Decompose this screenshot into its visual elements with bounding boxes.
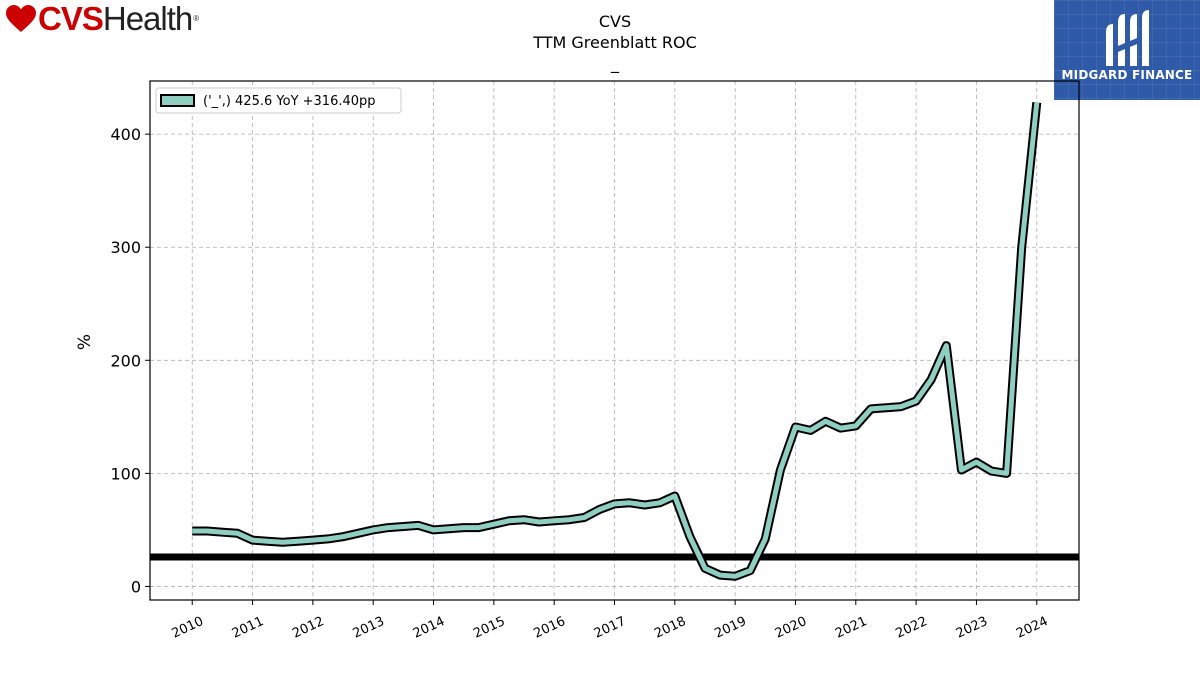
x-tick-label: 2020 — [773, 614, 809, 642]
y-tick-label: 100 — [110, 464, 141, 483]
x-axis: 2010 2011 2012 2013 2014 2015 2016 2017 2018 2019… — [170, 600, 1050, 642]
y-tick-label: 400 — [110, 125, 141, 144]
x-tick-label: 2013 — [351, 614, 387, 642]
x-tick-label: 2021 — [833, 614, 869, 642]
x-tick-label: 2018 — [652, 614, 688, 642]
chart-title-line-2: TTM Greenblatt ROC — [532, 33, 697, 52]
midgard-finance-name: MIDGARD FINANCE — [1061, 68, 1193, 82]
cvs-health-wordmark: CVSHealth® — [38, 0, 199, 37]
midgard-mark-icon — [1106, 10, 1149, 66]
brand-health: Health — [102, 0, 193, 37]
x-tick-label: 2022 — [893, 614, 929, 642]
x-tick-label: 2015 — [471, 614, 507, 642]
chart-title-line-1: CVS — [599, 12, 631, 31]
x-tick-label: 2014 — [411, 614, 447, 642]
grid-lines — [150, 81, 1079, 600]
series-line — [192, 102, 1040, 579]
heart-icon — [6, 5, 36, 32]
y-tick-label: 0 — [131, 577, 141, 596]
midgard-finance-logo: MIDGARD FINANCE — [1054, 0, 1200, 100]
x-tick-label: 2019 — [713, 614, 749, 642]
brand-cvs: CVS — [38, 0, 104, 37]
y-tick-label: 200 — [110, 351, 141, 370]
legend-swatch — [160, 94, 195, 107]
brand-registered: ® — [193, 14, 199, 23]
legend-label: ('_',) 425.6 YoY +316.40pp — [203, 94, 376, 109]
x-tick-label: 2017 — [592, 614, 628, 642]
series-layer — [192, 102, 1042, 581]
legend: ('_',) 425.6 YoY +316.40pp — [155, 87, 402, 114]
x-tick-label: 2016 — [532, 614, 568, 642]
x-tick-label: 2024 — [1014, 614, 1050, 642]
x-tick-label: 2023 — [954, 614, 990, 642]
cvs-health-logo: CVSHealth® — [4, 0, 199, 37]
x-tick-label: 2010 — [170, 614, 206, 642]
y-axis: 0 100 200 300 400 — [110, 125, 150, 596]
x-tick-label: 2011 — [230, 614, 266, 642]
y-tick-label: 300 — [110, 238, 141, 257]
chart-title-line-3: _ — [610, 54, 620, 74]
x-tick-label: 2012 — [290, 614, 326, 642]
legend-box — [155, 87, 402, 114]
y-axis-label: % — [75, 334, 95, 350]
